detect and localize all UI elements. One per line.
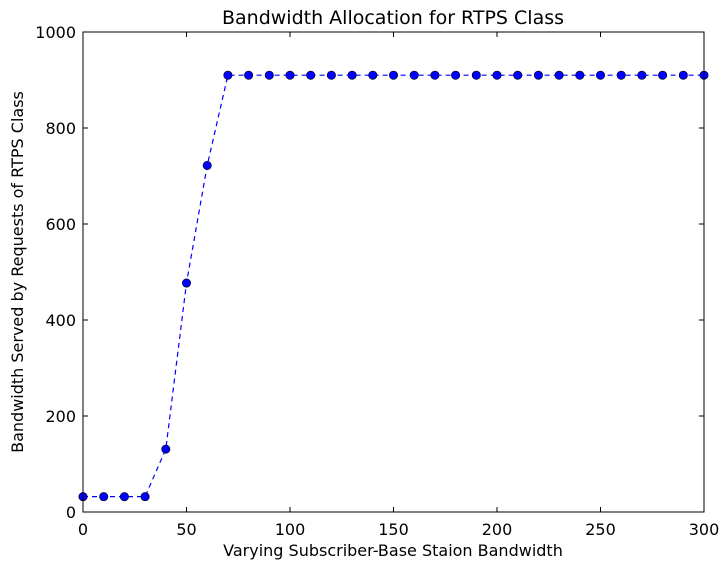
data-point (119, 492, 129, 502)
x-tick-label: 150 (378, 520, 409, 539)
x-tick-label: 200 (482, 520, 513, 539)
data-point (575, 70, 585, 80)
x-tick-label: 300 (689, 520, 720, 539)
plot-background (83, 32, 704, 512)
data-point (285, 70, 295, 80)
data-point (471, 70, 481, 80)
data-point (409, 70, 419, 80)
data-point (306, 70, 316, 80)
data-point (513, 70, 523, 80)
data-point (161, 444, 171, 454)
series-layer (78, 70, 709, 502)
chart-title: Bandwidth Allocation for RTPS Class (222, 7, 564, 29)
x-axis-title: Varying Subscriber-Base Staion Bandwidth (223, 541, 563, 560)
data-point (264, 70, 274, 80)
data-point (347, 70, 357, 80)
y-tick-label: 600 (45, 215, 76, 234)
data-point (368, 70, 378, 80)
data-point (140, 492, 150, 502)
x-tick-label: 250 (585, 520, 616, 539)
y-tick-label: 800 (45, 119, 76, 138)
y-tick-label: 200 (45, 407, 76, 426)
data-point (182, 278, 192, 288)
y-tick-label: 400 (45, 311, 76, 330)
y-axis: 0 200 400 600 800 1000 (35, 23, 704, 522)
data-point (202, 160, 212, 170)
data-point (533, 70, 543, 80)
y-tick-label: 0 (66, 503, 76, 522)
data-point (658, 70, 668, 80)
data-point (616, 70, 626, 80)
plot-area: 0 50 100 150 200 250 300 0 200 400 600 800 1000 (35, 23, 719, 539)
y-tick-label: 1000 (35, 23, 76, 42)
data-point (99, 492, 109, 502)
data-point (492, 70, 502, 80)
data-point (326, 70, 336, 80)
x-tick-label: 50 (176, 520, 196, 539)
data-point (554, 70, 564, 80)
data-point (388, 70, 398, 80)
x-tick-label: 0 (78, 520, 88, 539)
y-axis-title: Bandwidth Served by Requests of RTPS Cla… (8, 91, 27, 453)
data-point (678, 70, 688, 80)
x-axis: 0 50 100 150 200 250 300 (78, 32, 719, 539)
data-point (244, 70, 254, 80)
data-point (595, 70, 605, 80)
data-point (451, 70, 461, 80)
data-point (430, 70, 440, 80)
x-tick-label: 100 (275, 520, 306, 539)
data-point (223, 70, 233, 80)
data-point (637, 70, 647, 80)
